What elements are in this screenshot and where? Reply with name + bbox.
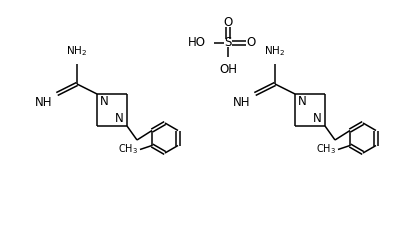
Text: NH: NH bbox=[232, 96, 250, 109]
Text: N: N bbox=[313, 112, 322, 125]
Text: HO: HO bbox=[188, 36, 206, 50]
Text: OH: OH bbox=[219, 63, 237, 76]
Text: O: O bbox=[224, 16, 232, 30]
Text: NH: NH bbox=[34, 96, 52, 109]
Text: NH$_2$: NH$_2$ bbox=[264, 44, 286, 58]
Text: N: N bbox=[100, 95, 109, 108]
Text: O: O bbox=[246, 36, 256, 50]
Text: CH$_3$: CH$_3$ bbox=[118, 143, 138, 156]
Text: NH$_2$: NH$_2$ bbox=[66, 44, 87, 58]
Text: N: N bbox=[298, 95, 307, 108]
Text: CH$_3$: CH$_3$ bbox=[316, 143, 336, 156]
Text: N: N bbox=[115, 112, 124, 125]
Text: S: S bbox=[224, 36, 232, 50]
